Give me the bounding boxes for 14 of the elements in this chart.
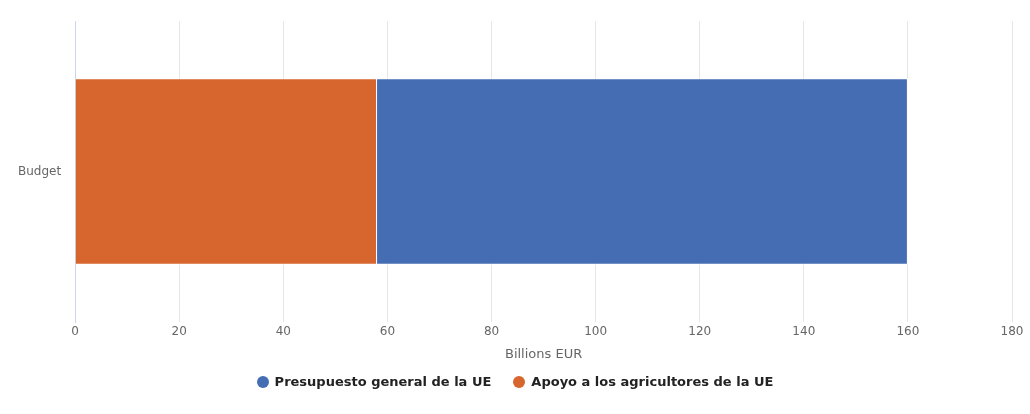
x-tick-label: 20 (171, 324, 187, 339)
x-tick-label: 100 (584, 324, 608, 339)
x-tick-label: 180 (1000, 324, 1024, 339)
x-axis-title: Billions EUR (504, 345, 583, 361)
legend-label: Presupuesto general de la UE (274, 374, 492, 389)
x-tick-label: 40 (275, 324, 291, 339)
x-tick-label: 80 (483, 324, 500, 339)
legend-label: Apoyo a los agricultores de la UE (531, 374, 774, 389)
y-tick-label: Budget (17, 163, 62, 178)
x-tick-label: 0 (71, 324, 79, 339)
x-tick-label: 160 (896, 324, 920, 339)
x-tick-label: 140 (792, 324, 816, 339)
x-tick-label: 120 (688, 324, 712, 339)
x-tick-label: 60 (379, 324, 396, 339)
